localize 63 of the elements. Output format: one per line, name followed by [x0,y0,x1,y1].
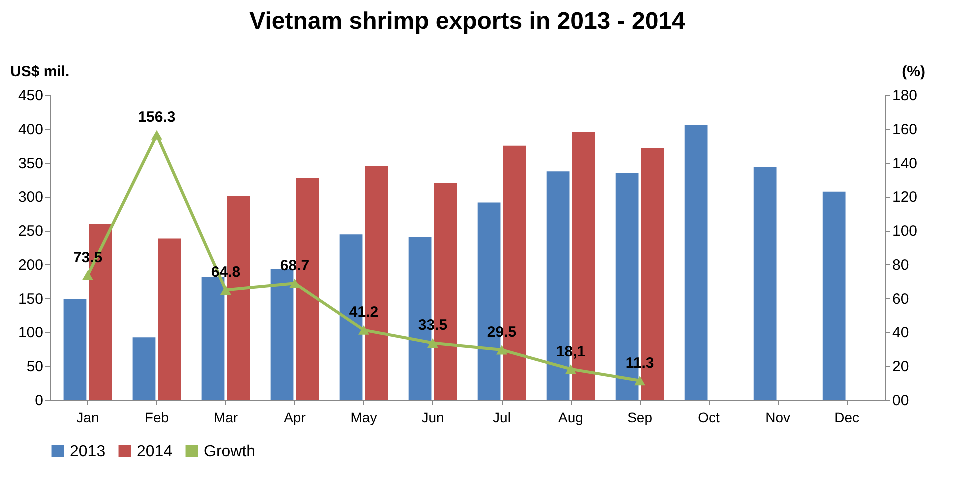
legend-label: Growth [204,443,256,460]
chart-title: Vietnam shrimp exports in 2013 - 2014 [250,8,686,35]
x-tick-label: Jul [493,410,511,426]
y-tick-label: 450 [18,88,44,104]
bar [822,192,846,400]
y2-tick-label: 140 [892,155,918,172]
y-tick-label: 300 [18,189,44,206]
data-label: 41.2 [349,304,379,322]
data-label: 29.5 [487,324,517,342]
y2-tick-label: 180 [892,88,918,104]
legend-label: 2014 [137,443,173,460]
legend-label: 2013 [70,443,106,460]
y-tick-label: 100 [18,324,44,342]
bar [202,277,225,400]
y2-tick-label: 00 [892,392,910,410]
x-tick-label: Aug [558,410,584,426]
bar [684,126,708,400]
point [428,338,438,348]
y-tick-label: 200 [18,256,44,274]
point [151,130,162,140]
y-tick-label: 400 [18,121,44,138]
point [290,278,300,288]
x-tick-label: Oct [698,410,720,426]
x-tick-label: Jan [76,410,100,426]
data-label: 68.7 [280,258,310,275]
data-label: 64.8 [211,264,241,282]
y-tick-label: 250 [18,223,44,240]
y2-axis-title: (%) [902,64,926,80]
x-tick-label: Nov [766,410,790,426]
data-label: 156.3 [138,109,176,126]
y-tick-label: 150 [18,290,44,308]
bar [270,269,294,400]
point [566,364,576,374]
point [358,325,370,335]
data-label: 33.5 [418,317,448,334]
point [634,376,646,386]
y-tick-label: 350 [18,155,44,172]
x-tick-label: Sep [628,410,653,426]
y2-tick-label: 60 [892,290,910,308]
y2-tick-label: 80 [892,256,910,274]
x-tick-label: Apr [284,410,306,426]
x-tick-label: May [350,410,378,426]
x-tick-label: Mar [214,410,238,426]
y-tick-label: 50 [26,358,44,376]
point [220,285,232,295]
y2-tick-label: 20 [892,358,910,376]
data-label: 18,1 [556,343,586,360]
x-tick-label: Jun [422,410,444,426]
y2-tick-label: 120 [892,189,918,206]
y-tick-label: 0 [35,392,44,410]
point [496,345,508,355]
y2-tick-label: 100 [892,223,918,240]
bar [64,299,87,400]
y-axis-title: US$ mil. [10,64,70,80]
bar [132,338,156,400]
x-tick-label: Feb [144,410,170,426]
data-label: 11.3 [626,354,654,372]
y2-tick-label: 40 [892,324,910,342]
bar [754,168,777,400]
y2-tick-label: 160 [892,121,918,138]
point [82,270,94,280]
bar [158,238,182,400]
x-tick-label: Dec [834,410,860,426]
